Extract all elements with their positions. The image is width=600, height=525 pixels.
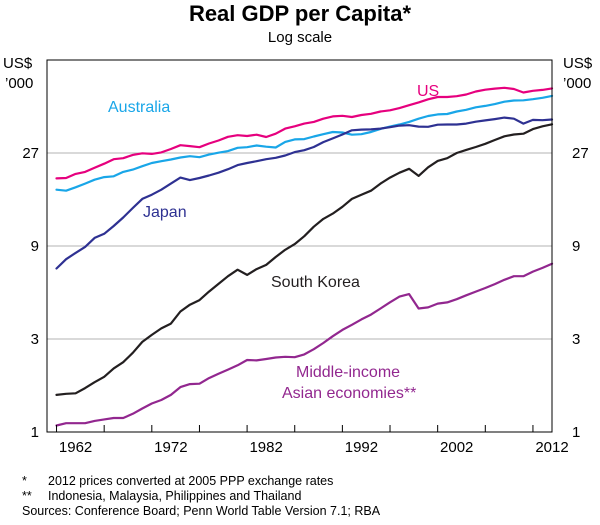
axis-ticks: 1 1 3 3 9 9 27 27 1962 1972 1982 1992 2002 2012 [22, 145, 588, 456]
y-tick-label-right-9: 9 [572, 238, 580, 255]
y-axis-label-right-line1: US$ [563, 55, 593, 72]
series-label-japan: Japan [143, 204, 187, 221]
footnote-2: ** Indonesia, Malaysia, Philippines and T… [22, 489, 380, 504]
footnotes: * 2012 prices converted at 2005 PPP excha… [22, 474, 380, 519]
footnote-1-text: 2012 prices converted at 2005 PPP exchan… [48, 474, 334, 488]
plot-frame [46, 59, 553, 433]
chart-title: Real GDP per Capita* [188, 1, 412, 26]
y-tick-label-left-9: 9 [31, 238, 39, 255]
y-tick-label-right-3: 3 [572, 331, 580, 348]
y-tick-label-left-3: 3 [31, 331, 39, 348]
series-label-australia: Australia [108, 99, 170, 116]
series-label-us: US [417, 83, 439, 100]
chart: 1 1 3 3 9 9 27 27 1962 1972 1982 1992 2002 2012 US$ ’… [3, 55, 593, 456]
series-label-middle-income-line2: Asian economies** [282, 385, 416, 402]
y-tick-label-left-27: 27 [22, 145, 39, 162]
footnote-2-mark: ** [22, 489, 32, 503]
x-tick-label-1962: 1962 [59, 439, 92, 456]
x-tick-label-1992: 1992 [345, 439, 378, 456]
y-axis-label-right-line2: ’000 [563, 75, 591, 92]
y-tick-label-left-1: 1 [31, 424, 39, 441]
x-tick-label-2012: 2012 [535, 439, 568, 456]
y-tick-label-right-1: 1 [572, 424, 580, 441]
footnote-2-text: Indonesia, Malaysia, Philippines and Tha… [48, 489, 302, 503]
series-line-us [55, 86, 554, 180]
gridlines [47, 152, 552, 340]
x-tick-label-1972: 1972 [154, 439, 187, 456]
series-label-middle-income-line1: Middle-income [296, 364, 400, 381]
y-tick-label-right-27: 27 [572, 145, 589, 162]
series-lines [55, 86, 554, 427]
sources-note: Sources: Conference Board; Penn World Ta… [22, 504, 381, 518]
footnote-1-mark: * [22, 474, 27, 488]
y-axis-label-left-line2: ’000 [5, 75, 33, 92]
footnote-1: * 2012 prices converted at 2005 PPP excha… [22, 474, 380, 489]
series-label-south-korea: South Korea [271, 274, 360, 291]
x-tick-label-2002: 2002 [440, 439, 473, 456]
chart-subtitle: Log scale [267, 29, 333, 46]
series-line-japan [55, 116, 554, 270]
series-line-australia [55, 94, 554, 192]
series-line-middle-income-asian-economies [55, 262, 554, 427]
series-line-south-korea [55, 123, 554, 396]
x-tick-label-1982: 1982 [249, 439, 282, 456]
y-axis-label-left-line1: US$ [3, 55, 33, 72]
